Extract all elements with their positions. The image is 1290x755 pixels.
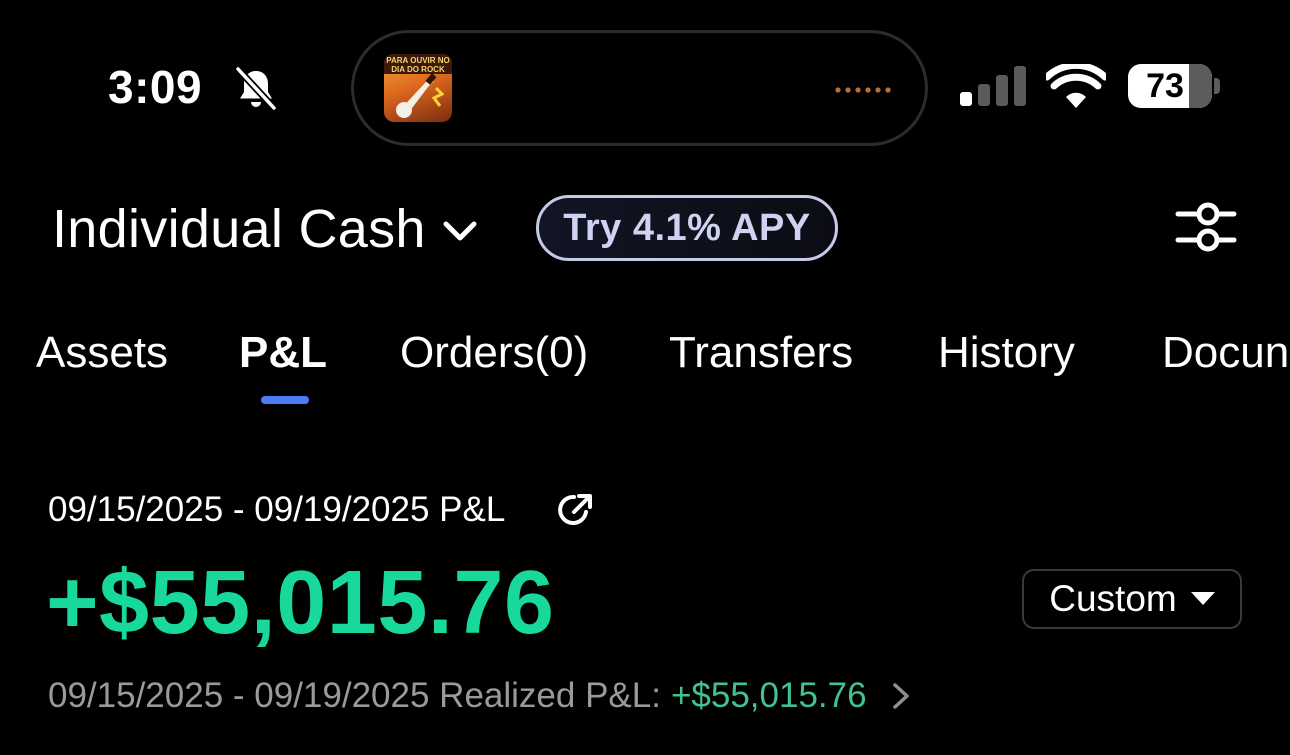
account-selector[interactable]: Individual Cash xyxy=(52,196,480,262)
status-time: 3:09 xyxy=(108,61,203,113)
tab-pl[interactable]: P&L xyxy=(239,328,327,377)
apy-promo-button[interactable]: Try 4.1% APY xyxy=(536,195,838,261)
period-range-select[interactable]: Custom xyxy=(1022,569,1242,629)
pl-total-value: +$55,015.76 xyxy=(46,553,555,653)
battery-tip xyxy=(1214,78,1220,94)
realized-pl-link[interactable]: 09/15/2025 - 09/19/2025 Realized P&L: +$… xyxy=(48,674,913,718)
sliders-icon[interactable] xyxy=(1174,200,1238,256)
tab-assets[interactable]: Assets xyxy=(36,328,169,377)
realized-pl-value: +$55,015.76 xyxy=(670,676,867,715)
guitar-artwork-icon: PARA OUVIR NO DIA DO ROCK xyxy=(384,54,452,118)
bell-slash-icon xyxy=(235,66,277,111)
share-icon[interactable] xyxy=(556,490,596,530)
svg-text:PARA OUVIR NO: PARA OUVIR NO xyxy=(386,56,450,65)
cellular-signal-icon xyxy=(960,66,1026,106)
dynamic-island[interactable]: PARA OUVIR NO DIA DO ROCK xyxy=(351,30,928,146)
pl-period-label: 09/15/2025 - 09/19/2025 P&L xyxy=(48,490,506,529)
account-name: Individual Cash xyxy=(52,199,426,259)
tab-transfers[interactable]: Transfers xyxy=(669,328,854,377)
battery-level: 73 xyxy=(1146,67,1184,105)
period-range-label: Custom xyxy=(1049,578,1177,619)
active-tab-indicator xyxy=(261,396,309,404)
tab-documents[interactable]: Docun xyxy=(1162,328,1290,377)
realized-pl-label: 09/15/2025 - 09/19/2025 Realized P&L: xyxy=(48,676,661,715)
tab-orders[interactable]: Orders(0) xyxy=(400,328,589,377)
chevron-right-icon xyxy=(892,683,909,709)
battery-empty-segment xyxy=(1189,64,1212,108)
caret-down-icon xyxy=(1190,592,1215,605)
battery-icon: 73 xyxy=(1128,64,1212,108)
tab-history[interactable]: History xyxy=(938,328,1075,377)
now-playing-artwork[interactable]: PARA OUVIR NO DIA DO ROCK xyxy=(384,54,452,122)
audio-wave-icon xyxy=(835,87,891,93)
chevron-down-icon xyxy=(443,221,477,241)
svg-text:DIA DO ROCK: DIA DO ROCK xyxy=(391,65,445,74)
wifi-icon xyxy=(1046,64,1106,108)
